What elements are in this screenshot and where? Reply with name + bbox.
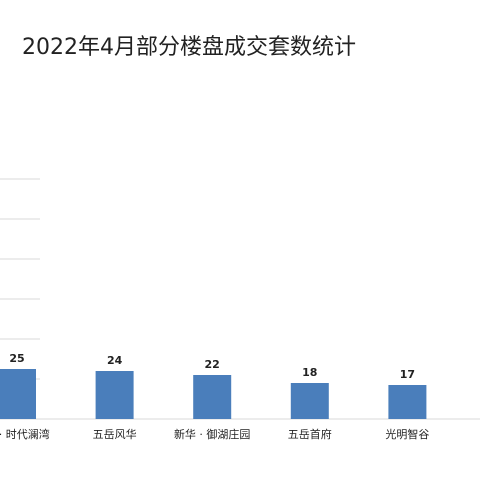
chart-title: 2022年4月部分楼盘成交套数统计 [22,35,356,60]
value-label: 17 [400,368,415,381]
bar [290,383,329,419]
value-label: 25 [9,352,24,365]
value-label: 24 [107,354,123,367]
bar [388,385,427,419]
bar [0,369,36,419]
x-tick-label: 园 · 时代澜湾 [0,427,50,441]
bar [95,371,134,419]
value-label: 22 [205,358,220,371]
x-tick-label: 五岳首府 [288,427,332,441]
x-tick-label: 新华 · 御湖庄园 [174,427,251,441]
x-tick-label: 光明智谷 [385,427,429,441]
value-label: 18 [302,366,317,379]
x-tick-label: 五岳风华 [93,427,137,441]
bar [193,375,232,419]
